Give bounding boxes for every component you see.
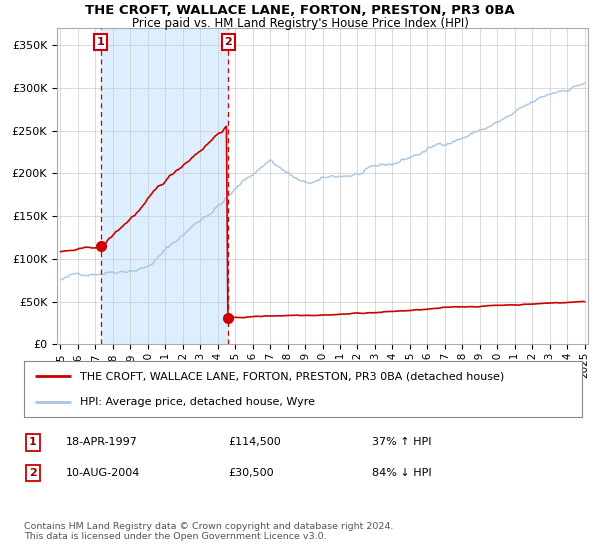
- Text: 2: 2: [224, 37, 232, 47]
- Text: 10-AUG-2004: 10-AUG-2004: [66, 468, 140, 478]
- Bar: [101, 28, 228, 344]
- Text: 84% ↓ HPI: 84% ↓ HPI: [372, 468, 431, 478]
- Text: 1: 1: [97, 37, 104, 47]
- Text: 37% ↑ HPI: 37% ↑ HPI: [372, 437, 431, 447]
- Text: HPI: Average price, detached house, Wyre: HPI: Average price, detached house, Wyre: [80, 397, 315, 407]
- Text: 2: 2: [29, 468, 37, 478]
- Text: Price paid vs. HM Land Registry's House Price Index (HPI): Price paid vs. HM Land Registry's House …: [131, 17, 469, 30]
- Text: £114,500: £114,500: [228, 437, 281, 447]
- Text: £30,500: £30,500: [228, 468, 274, 478]
- Text: 1: 1: [29, 437, 37, 447]
- Text: THE CROFT, WALLACE LANE, FORTON, PRESTON, PR3 0BA: THE CROFT, WALLACE LANE, FORTON, PRESTON…: [85, 4, 515, 17]
- Text: 18-APR-1997: 18-APR-1997: [66, 437, 138, 447]
- Text: THE CROFT, WALLACE LANE, FORTON, PRESTON, PR3 0BA (detached house): THE CROFT, WALLACE LANE, FORTON, PRESTON…: [80, 371, 504, 381]
- Text: Contains HM Land Registry data © Crown copyright and database right 2024.
This d: Contains HM Land Registry data © Crown c…: [24, 522, 394, 542]
